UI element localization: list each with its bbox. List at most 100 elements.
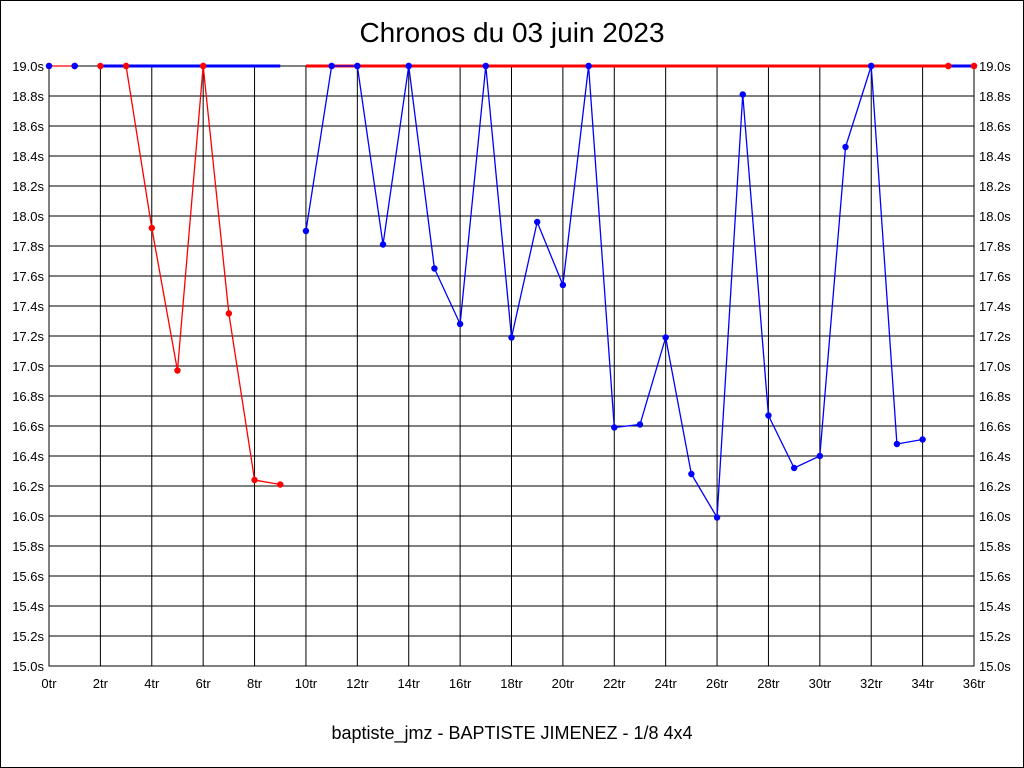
y-tick-label-right: 18.2s [979, 179, 1011, 194]
data-point [148, 224, 155, 232]
data-point [636, 421, 644, 428]
y-tick-label-right: 17.6s [979, 269, 1011, 284]
chart-footer: baptiste_jmz - BAPTISTE JIMENEZ - 1/8 4x… [331, 723, 693, 743]
overlay-markers [45, 62, 875, 70]
y-tick-label-left: 16.8s [12, 389, 44, 404]
y-tick-label-left: 17.4s [12, 299, 44, 314]
y-tick-label-left: 15.0s [12, 659, 44, 674]
y-tick-label-right: 16.4s [979, 449, 1011, 464]
y-tick-label-right: 15.8s [979, 539, 1011, 554]
x-tick-label: 26tr [706, 676, 729, 691]
series-1 [71, 62, 974, 521]
y-tick-label-left: 17.6s [12, 269, 44, 284]
data-point [328, 62, 335, 70]
data-point [662, 334, 669, 341]
y-tick-label-left: 15.6s [12, 569, 44, 584]
data-point [739, 91, 746, 98]
x-tick-label: 14tr [398, 676, 421, 691]
y-tick-label-right: 18.0s [979, 209, 1011, 224]
overlay-markers [97, 62, 978, 70]
y-tick-label-right: 17.4s [979, 299, 1011, 314]
y-tick-label-left: 17.0s [12, 359, 44, 374]
y-tick-label-left: 16.4s [12, 449, 44, 464]
x-tick-label: 20tr [552, 676, 575, 691]
x-tick-label: 32tr [860, 676, 883, 691]
data-point [816, 452, 824, 460]
data-point [611, 424, 618, 431]
y-tick-label-left: 16.6s [12, 419, 44, 434]
y-tick-label-left: 18.8s [12, 89, 44, 104]
series-layer [45, 62, 978, 521]
data-point [251, 476, 258, 484]
data-point [174, 367, 181, 374]
y-axis-right: 15.0s 15.2s 15.4s 15.6s 15.8s 16.0s 16.2s 16.4s… [979, 59, 1011, 674]
data-point [225, 310, 233, 317]
y-tick-label-left: 17.8s [12, 239, 44, 254]
data-point [688, 470, 695, 478]
y-tick-label-left: 16.2s [12, 479, 44, 494]
x-tick-label: 18tr [500, 676, 523, 691]
y-tick-label-left: 16.0s [12, 509, 44, 524]
data-point [868, 62, 875, 70]
y-tick-label-right: 17.8s [979, 239, 1011, 254]
data-point [970, 62, 978, 70]
data-point [354, 62, 361, 70]
y-tick-label-right: 15.0s [979, 659, 1011, 674]
y-tick-label-right: 15.2s [979, 629, 1011, 644]
data-point [790, 464, 798, 472]
data-point [765, 412, 772, 419]
x-tick-label: 36tr [963, 676, 986, 691]
data-point [842, 143, 849, 151]
data-point [277, 481, 284, 488]
data-point [713, 514, 721, 521]
data-point [508, 334, 515, 341]
x-tick-label: 16tr [449, 676, 472, 691]
y-tick-label-right: 16.2s [979, 479, 1011, 494]
data-point [45, 62, 53, 70]
x-tick-label: 10tr [295, 676, 318, 691]
y-tick-label-left: 18.4s [12, 149, 44, 164]
y-tick-label-left: 18.2s [12, 179, 44, 194]
data-point [431, 265, 438, 272]
y-tick-label-right: 16.0s [979, 509, 1011, 524]
data-point [405, 62, 412, 70]
y-tick-label-right: 16.8s [979, 389, 1011, 404]
x-tick-label: 34tr [911, 676, 934, 691]
x-tick-label: 4tr [144, 676, 160, 691]
x-tick-label: 30tr [809, 676, 832, 691]
y-tick-label-left: 19.0s [12, 59, 44, 74]
data-point [919, 436, 926, 443]
y-axis-left: 15.0s 15.2s 15.4s 15.6s 15.8s 16.0s 16.2s 16.4s… [12, 59, 44, 674]
y-tick-label-left: 15.2s [12, 629, 44, 644]
y-tick-label-right: 18.6s [979, 119, 1011, 134]
y-tick-label-right: 17.0s [979, 359, 1011, 374]
chart-title: Chronos du 03 juin 2023 [359, 17, 665, 48]
data-point [945, 62, 952, 70]
y-tick-label-right: 18.4s [979, 149, 1011, 164]
y-tick-label-right: 18.8s [979, 89, 1011, 104]
y-tick-label-left: 15.8s [12, 539, 44, 554]
data-point [456, 320, 464, 328]
y-tick-label-left: 18.6s [12, 119, 44, 134]
data-point [122, 62, 130, 70]
grid-lines [48, 65, 975, 667]
data-point [302, 227, 310, 235]
x-tick-label: 12tr [346, 676, 369, 691]
x-tick-label: 6tr [196, 676, 212, 691]
data-point [893, 440, 901, 448]
data-point [585, 62, 592, 70]
data-point [71, 62, 78, 70]
y-tick-label-right: 19.0s [979, 59, 1011, 74]
data-point [97, 62, 104, 70]
y-tick-label-right: 15.6s [979, 569, 1011, 584]
y-tick-label-left: 17.2s [12, 329, 44, 344]
y-tick-label-left: 15.4s [12, 599, 44, 614]
x-tick-label: 2tr [93, 676, 109, 691]
x-tick-label: 22tr [603, 676, 626, 691]
y-tick-label-right: 15.4s [979, 599, 1011, 614]
x-tick-label: 24tr [654, 676, 677, 691]
data-point [199, 62, 207, 70]
x-tick-label: 28tr [757, 676, 780, 691]
y-tick-label-left: 18.0s [12, 209, 44, 224]
